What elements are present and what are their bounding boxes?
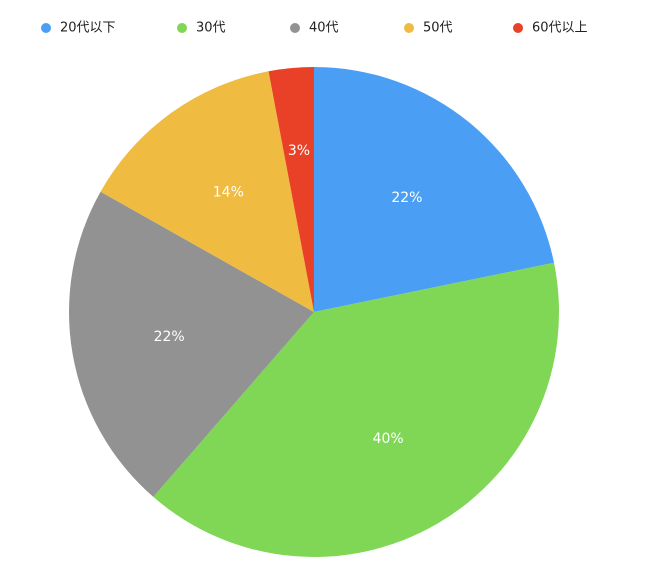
pie-slice <box>100 71 314 312</box>
legend-label: 30代 <box>196 21 226 36</box>
pie-slice <box>268 67 314 312</box>
slice-label: 14% <box>213 185 244 201</box>
legend-label: 60代以上 <box>532 21 588 36</box>
pie-slice <box>314 67 555 312</box>
slice-label: 40% <box>373 431 404 447</box>
legend-label: 40代 <box>309 21 339 36</box>
slice-label: 22% <box>154 329 185 345</box>
legend-marker <box>404 23 414 33</box>
legend-label: 50代 <box>423 21 453 36</box>
legend-label: 20代以下 <box>60 21 116 36</box>
slice-label: 22% <box>391 190 422 206</box>
legend-marker <box>41 23 51 33</box>
legend-marker <box>177 23 187 33</box>
pie-slice <box>153 262 559 557</box>
pie-slice <box>68 191 314 497</box>
legend-marker <box>513 23 523 33</box>
legend-marker <box>290 23 300 33</box>
slice-label: 3% <box>288 143 310 159</box>
